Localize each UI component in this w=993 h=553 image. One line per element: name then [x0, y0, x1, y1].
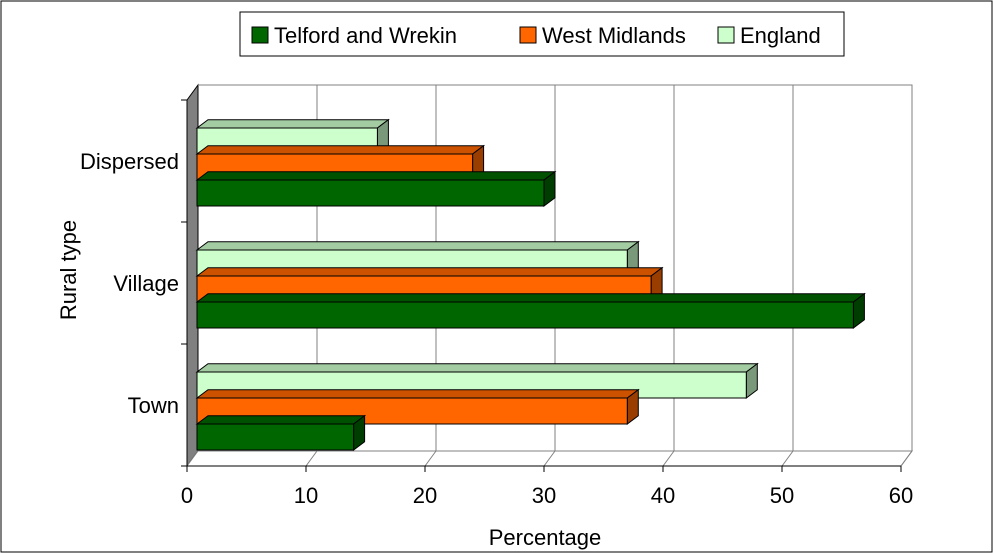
floor-gridline [543, 450, 556, 467]
legend-item: Telford and Wrekin [251, 23, 457, 48]
legend-swatch [519, 26, 537, 44]
floor-gridline [424, 450, 437, 467]
x-tick-label: 40 [651, 483, 675, 508]
y-tick-label: Dispersed [80, 149, 179, 174]
legend-item: England [717, 23, 821, 48]
tick-labels: 0 10 20 30 40 50 60 Dispersed Village Town [80, 149, 913, 508]
x-tick-label: 50 [770, 483, 794, 508]
y-tick-label: Town [128, 393, 179, 418]
legend-swatch [717, 26, 735, 44]
legend-item: West Midlands [519, 23, 686, 48]
floor-gridline [900, 450, 913, 467]
x-tick-label: 30 [532, 483, 556, 508]
x-tick-label: 60 [889, 483, 913, 508]
legend-swatch [251, 26, 269, 44]
axes [181, 99, 902, 472]
legend-box [239, 11, 845, 57]
y-tick-label: Village [113, 271, 179, 296]
floor-gridline [781, 450, 794, 467]
y-axis-title: Rural type [56, 220, 81, 320]
x-tick-label: 0 [181, 483, 193, 508]
bars [195, 118, 866, 451]
x-axis-title: Percentage [489, 525, 602, 550]
x-tick-label: 10 [294, 483, 318, 508]
bar [195, 414, 367, 451]
side-wall [186, 83, 199, 468]
bar [195, 170, 557, 207]
floor-gridline [305, 450, 318, 467]
legend-label: West Midlands [542, 23, 686, 48]
x-tick-label: 20 [413, 483, 437, 508]
legend-label: Telford and Wrekin [274, 23, 457, 48]
bar [195, 292, 866, 329]
legend-label: England [740, 23, 821, 48]
floor-gridline [662, 450, 675, 467]
legend: Telford and Wrekin West Midlands England [239, 11, 845, 57]
